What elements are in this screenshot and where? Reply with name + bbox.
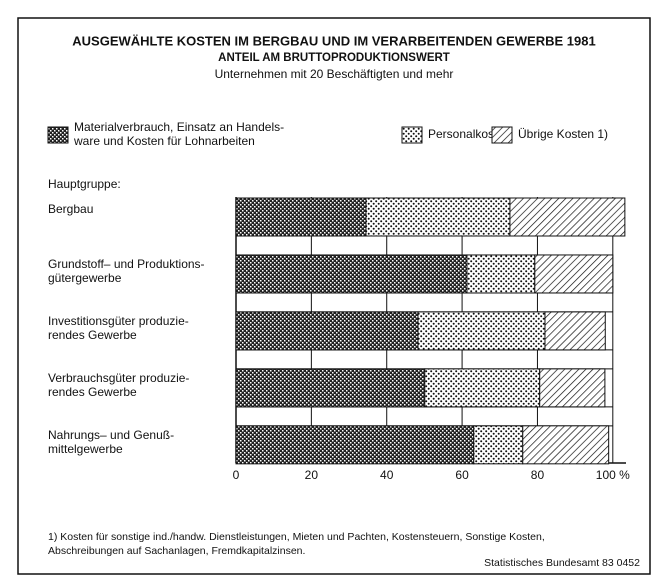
bar-segment: [417, 311, 546, 351]
bar-segment: [235, 197, 367, 237]
legend-swatch: [47, 126, 69, 144]
bar-segment: [473, 425, 524, 465]
x-tick-label: 20: [305, 468, 319, 482]
bar-segment: [235, 368, 426, 408]
legend-label: Materialverbrauch, Einsatz an Handels-wa…: [73, 120, 284, 148]
category-label: Verbrauchsgüter produzie-rendes Gewerbe: [48, 371, 189, 399]
x-tick-label: 40: [380, 468, 394, 482]
category-header: Hauptgruppe:: [48, 177, 121, 191]
bar-segment: [534, 254, 614, 294]
x-tick-label: 80: [531, 468, 545, 482]
subtitle: ANTEIL AM BRUTTOPRODUKTIONSWERT: [218, 52, 450, 64]
frame: [17, 17, 651, 575]
bar-segment: [522, 425, 610, 465]
source: Statistisches Bundesamt 83 0452: [484, 557, 640, 569]
bar-segment: [235, 425, 475, 465]
subtitle: Unternehmen mit 20 Beschäftigten und meh…: [215, 67, 454, 81]
category-label: Grundstoff– und Produktions-gütergewerbe: [48, 257, 205, 285]
legend-swatch: [491, 126, 513, 144]
category-label: Investitionsgüter produzie-rendes Gewerb…: [48, 314, 189, 342]
legend-label: Personalkosten: [428, 127, 511, 141]
footnote: 1) Kosten für sonstige ind./handw. Diens…: [48, 531, 545, 557]
bar-segment: [365, 197, 511, 237]
bar-segment: [235, 254, 468, 294]
legend-swatch: [401, 126, 423, 144]
bar-segment: [544, 311, 606, 351]
category-label: Bergbau: [48, 202, 93, 216]
x-tick-label: 60: [455, 468, 469, 482]
x-tick-label: 0: [233, 468, 240, 482]
bar-segment: [509, 197, 626, 237]
legend-label: Übrige Kosten 1): [518, 127, 608, 141]
bar-segment: [235, 311, 419, 351]
x-tick-label: 100 %: [596, 468, 630, 482]
bar-segment: [539, 368, 606, 408]
bar-segment: [424, 368, 541, 408]
category-label: Nahrungs– und Genuß-mittelgewerbe: [48, 428, 174, 456]
chart-title: AUSGEWÄHLTE KOSTEN IM BERGBAU UND IM VER…: [72, 33, 595, 48]
bar-segment: [466, 254, 536, 294]
